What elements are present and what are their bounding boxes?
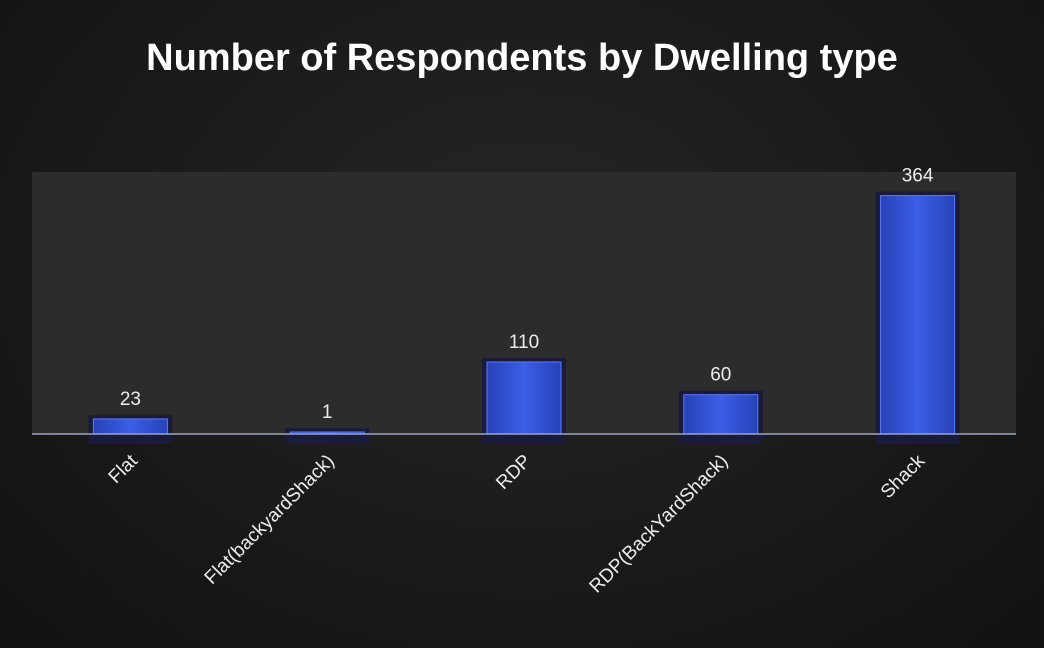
bar <box>486 361 562 435</box>
data-label: 110 <box>509 332 539 353</box>
bar-edge <box>285 428 370 444</box>
data-labels-group: 23 1 110 60 364 <box>120 166 934 423</box>
bar <box>683 394 759 435</box>
data-label: 23 <box>120 389 141 410</box>
x-tick-label: RDP <box>492 451 535 494</box>
data-label: 60 <box>710 365 731 386</box>
data-label: 364 <box>902 166 934 187</box>
x-tick-label: Shack <box>877 450 930 503</box>
chart-title: Number of Respondents by Dwelling type <box>0 32 1044 84</box>
x-tick-label: RDP(BackYardShack) <box>586 451 733 598</box>
bars-group <box>88 191 960 444</box>
data-label: 1 <box>322 402 333 423</box>
bar <box>92 418 168 435</box>
chart-title-text: Number of Respondents by Dwelling type <box>146 37 898 79</box>
x-tick-label: Flat <box>105 450 143 488</box>
bar <box>880 195 956 435</box>
x-tick-label: Flat(backyardShack) <box>201 451 339 589</box>
tick-labels-group: Flat Flat(backyardShack) RDP RDP(BackYardSh… <box>105 450 930 597</box>
